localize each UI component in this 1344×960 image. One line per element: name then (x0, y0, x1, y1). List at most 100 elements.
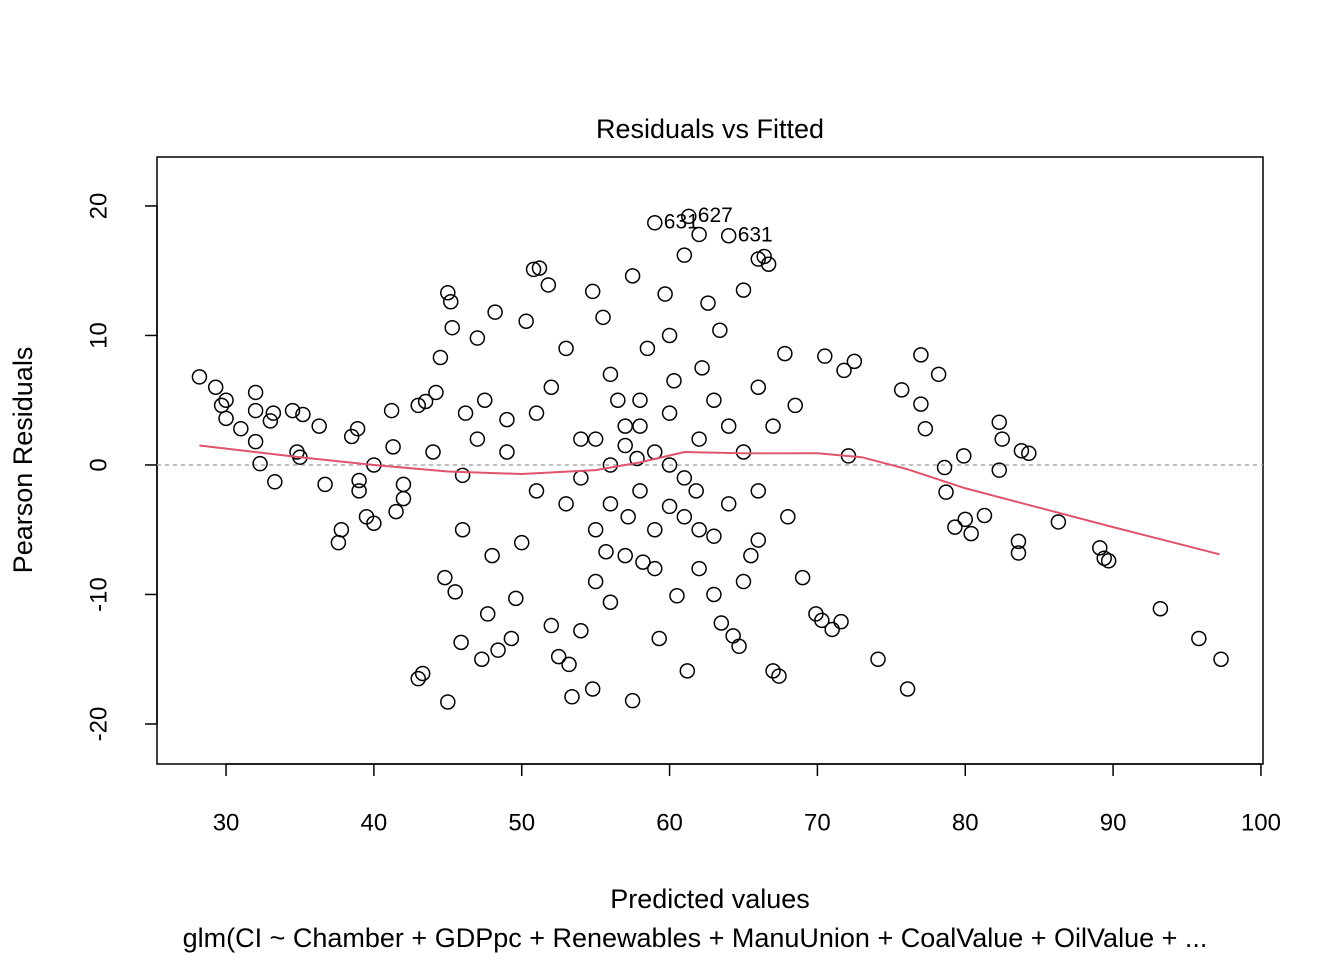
point (720, 496, 737, 512)
point (836, 362, 852, 379)
point (349, 420, 366, 437)
chart-title: Residuals vs Fitted (596, 114, 824, 144)
point (991, 414, 1008, 430)
point (414, 665, 431, 682)
point (794, 569, 811, 586)
point (771, 668, 787, 684)
point (629, 450, 645, 467)
point (913, 347, 929, 363)
point (508, 590, 524, 607)
point (443, 294, 459, 310)
point (469, 330, 486, 346)
point (564, 689, 580, 705)
point (938, 484, 954, 500)
point (425, 444, 441, 460)
point (661, 405, 678, 421)
y-tick-label: -10 (85, 577, 112, 612)
point (518, 313, 534, 329)
point (247, 402, 264, 419)
point (479, 606, 496, 622)
point (846, 353, 863, 370)
point (457, 405, 474, 421)
point (617, 437, 633, 454)
point (528, 483, 545, 499)
point (454, 521, 471, 538)
point (247, 433, 264, 450)
point (666, 373, 682, 389)
point (295, 406, 311, 423)
point (777, 345, 793, 362)
point (957, 511, 973, 528)
point (617, 547, 633, 564)
x-tick-label: 40 (361, 809, 388, 836)
point (265, 405, 282, 421)
point (218, 410, 234, 427)
point (598, 543, 614, 560)
point (765, 663, 781, 679)
point (1010, 533, 1027, 550)
point (333, 521, 350, 538)
point (550, 648, 567, 665)
point (191, 369, 208, 385)
point-label: 631 (664, 210, 699, 233)
point (437, 569, 453, 586)
point (395, 490, 412, 507)
point (247, 384, 264, 401)
point (947, 519, 963, 535)
smooth-line (199, 444, 1220, 556)
x-tick-label: 70 (804, 809, 831, 836)
point (1092, 540, 1108, 556)
point (735, 444, 752, 460)
point (963, 525, 979, 542)
point (595, 309, 611, 326)
x-tick-label: 90 (1100, 809, 1127, 836)
point (930, 366, 947, 383)
point (632, 392, 648, 408)
point (428, 384, 444, 401)
point (453, 634, 469, 651)
point (750, 379, 767, 396)
point (743, 547, 759, 564)
point (1213, 651, 1229, 667)
point (584, 283, 601, 300)
point (587, 431, 604, 447)
point (691, 431, 707, 447)
point-label: 627 (698, 204, 733, 227)
point (207, 379, 224, 396)
point (490, 642, 506, 658)
point (760, 256, 777, 272)
point (706, 586, 722, 603)
point (632, 483, 648, 499)
point (617, 418, 633, 434)
point (994, 431, 1010, 447)
point (735, 282, 752, 298)
point (936, 459, 953, 476)
point (700, 295, 716, 311)
y-tick-label: -20 (85, 707, 112, 742)
point (233, 420, 249, 437)
point (731, 638, 747, 655)
point (444, 319, 460, 336)
point (651, 630, 667, 647)
point (833, 613, 849, 630)
point (454, 467, 471, 484)
point (647, 521, 663, 538)
point (343, 428, 360, 445)
point (899, 681, 916, 697)
point-label: 631 (738, 223, 773, 246)
point (720, 418, 737, 434)
point (311, 418, 327, 434)
point (647, 560, 663, 577)
point (351, 472, 367, 489)
point (991, 462, 1008, 478)
y-axis-label: Pearson Residuals (8, 347, 38, 574)
point (725, 628, 741, 644)
point (713, 615, 730, 631)
point (218, 392, 234, 408)
point (893, 382, 910, 398)
point (624, 692, 641, 709)
point (720, 227, 737, 244)
point (558, 340, 574, 357)
point (681, 208, 697, 225)
x-tick-label: 30 (213, 809, 240, 836)
